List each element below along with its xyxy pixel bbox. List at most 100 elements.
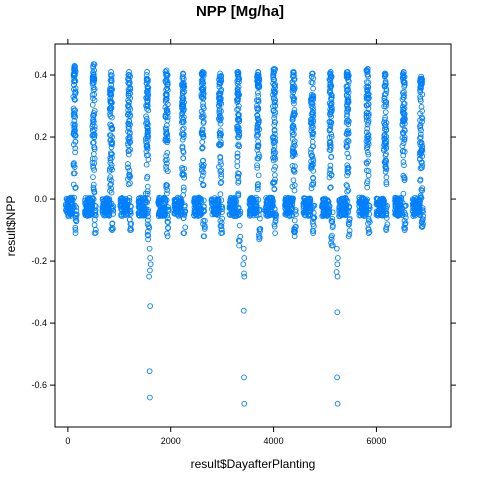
data-point [145, 217, 151, 224]
data-point [290, 109, 297, 116]
data-point [162, 79, 169, 85]
data-point [163, 197, 170, 203]
data-point [336, 197, 343, 203]
data-point [365, 226, 372, 233]
data-point [109, 207, 116, 214]
data-point [291, 142, 298, 149]
data-point [359, 194, 365, 201]
data-point [163, 153, 169, 159]
data-point [216, 91, 222, 97]
data-point [419, 185, 426, 191]
data-point [200, 157, 207, 164]
data-point [200, 182, 207, 189]
data-point [89, 155, 96, 162]
data-point [282, 197, 289, 204]
data-point [382, 157, 389, 164]
data-point [365, 131, 372, 138]
data-point [382, 163, 389, 170]
data-point [264, 213, 271, 219]
data-point [218, 223, 225, 229]
data-point [363, 159, 370, 166]
data-point [271, 206, 278, 212]
data-point [147, 303, 153, 309]
y-tick-label: 0.0 [34, 194, 47, 204]
data-point [218, 197, 225, 204]
data-point [126, 216, 133, 223]
data-point [90, 163, 96, 169]
data-point [90, 151, 97, 157]
data-point [73, 214, 79, 221]
data-point [106, 167, 113, 174]
data-point [107, 98, 114, 105]
data-point [327, 72, 334, 78]
data-point [107, 157, 114, 163]
data-point [271, 139, 278, 146]
data-point [163, 122, 170, 129]
data-point [383, 138, 390, 144]
data-point [108, 189, 115, 196]
data-point [357, 200, 363, 206]
data-point [92, 212, 99, 219]
data-point [165, 204, 171, 210]
data-point [107, 132, 114, 139]
data-point [165, 206, 172, 213]
data-point [345, 127, 352, 134]
data-point [235, 174, 242, 180]
data-point [157, 213, 164, 219]
data-point [328, 242, 335, 249]
data-point [327, 106, 334, 113]
data-point [217, 120, 224, 127]
y-tick-label: -0.2 [31, 256, 47, 266]
data-point [327, 81, 334, 88]
data-point [328, 113, 334, 120]
data-point [71, 95, 78, 102]
data-point [200, 197, 207, 204]
data-point [364, 184, 371, 191]
data-point [401, 227, 408, 233]
data-point [162, 104, 169, 111]
data-point [409, 207, 416, 214]
data-point [401, 82, 408, 88]
data-point [399, 75, 406, 81]
data-point [235, 178, 242, 184]
data-point [394, 207, 401, 214]
data-point [163, 137, 170, 144]
data-point [198, 176, 205, 182]
data-point [90, 119, 97, 126]
data-point [286, 213, 293, 219]
data-point [250, 198, 256, 204]
data-point [254, 165, 261, 171]
data-point [163, 99, 169, 105]
data-point [216, 130, 223, 136]
data-point [344, 168, 351, 175]
data-point [254, 186, 261, 193]
data-point [156, 201, 162, 208]
data-point [138, 196, 145, 203]
data-point [401, 218, 408, 224]
data-point [327, 69, 334, 75]
data-point [179, 126, 186, 133]
data-point [73, 208, 80, 214]
data-point [234, 163, 241, 169]
data-point [162, 114, 169, 120]
data-point [218, 86, 225, 93]
data-point [144, 86, 151, 92]
data-point [199, 163, 206, 170]
data-point [71, 117, 78, 124]
data-point [395, 212, 402, 219]
data-point [163, 163, 169, 170]
data-point [374, 210, 381, 216]
data-point [345, 130, 352, 137]
data-point [256, 117, 262, 124]
data-point [200, 86, 206, 93]
data-point [108, 181, 114, 188]
data-point [382, 117, 388, 123]
data-point [86, 212, 92, 219]
data-point [125, 76, 131, 82]
data-point [216, 73, 223, 80]
data-point [383, 88, 390, 94]
data-point [164, 187, 171, 193]
data-point [401, 88, 407, 95]
data-point [417, 88, 424, 95]
data-point [215, 203, 222, 209]
